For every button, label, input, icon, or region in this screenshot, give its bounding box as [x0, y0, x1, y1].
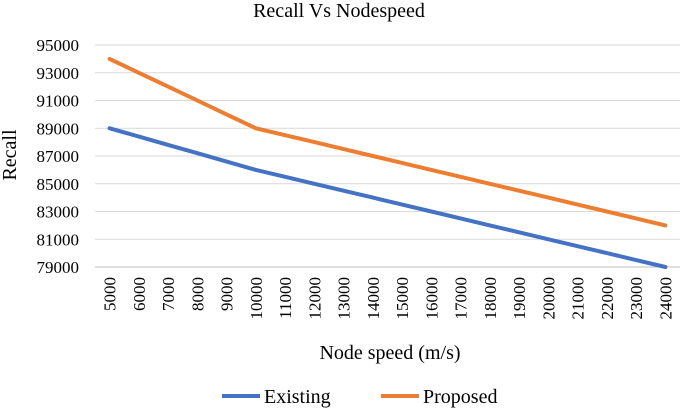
- x-tick-label: 24000: [656, 277, 675, 320]
- y-tick-label: 91000: [37, 92, 80, 111]
- x-tick-label: 20000: [539, 277, 558, 320]
- legend: Existing Proposed: [222, 386, 497, 408]
- x-tick-label: 22000: [598, 277, 617, 320]
- x-tick-label: 12000: [305, 277, 324, 320]
- y-tick-label: 83000: [37, 203, 80, 222]
- x-tick-label: 13000: [335, 277, 354, 320]
- y-tick-label: 85000: [37, 175, 80, 194]
- y-tick-label: 89000: [37, 119, 80, 138]
- x-tick-label: 9000: [218, 277, 237, 311]
- y-axis-ticks: 79000 81000 83000 85000 87000 89000 91000 93000…: [37, 36, 80, 277]
- x-tick-label: 6000: [130, 277, 149, 311]
- x-tick-label: 18000: [481, 277, 500, 320]
- x-tick-label: 8000: [188, 277, 207, 311]
- chart-title: Recall Vs Nodespeed: [253, 0, 425, 22]
- series-line-existing: [107, 126, 668, 269]
- x-axis-label: Node speed (m/s): [319, 342, 460, 364]
- y-tick-label: 95000: [37, 36, 80, 55]
- y-axis-label: Recall: [0, 129, 21, 181]
- x-tick-label: 5000: [101, 277, 120, 311]
- x-tick-label: 23000: [627, 277, 646, 320]
- series-lines: [107, 56, 668, 269]
- x-tick-label: 19000: [510, 277, 529, 320]
- x-tick-label: 16000: [422, 277, 441, 320]
- y-tick-label: 79000: [37, 258, 80, 277]
- y-tick-label: 93000: [37, 64, 80, 83]
- y-tick-label: 81000: [37, 230, 80, 249]
- x-tick-label: 10000: [247, 277, 266, 320]
- gridlines: [95, 44, 680, 268]
- x-tick-label: 14000: [364, 277, 383, 320]
- legend-label-proposed: Proposed: [423, 386, 497, 408]
- x-tick-label: 11000: [276, 277, 295, 319]
- y-tick-label: 87000: [37, 147, 80, 166]
- x-tick-label: 21000: [569, 277, 588, 320]
- legend-label-existing: Existing: [264, 386, 331, 408]
- series-line-proposed: [107, 56, 668, 228]
- x-tick-label: 15000: [393, 277, 412, 320]
- x-axis-ticks: 5000 6000 7000 8000 9000 10000 11000 12000 13000…: [101, 277, 676, 320]
- x-tick-label: 17000: [452, 277, 471, 320]
- x-tick-label: 7000: [159, 277, 178, 311]
